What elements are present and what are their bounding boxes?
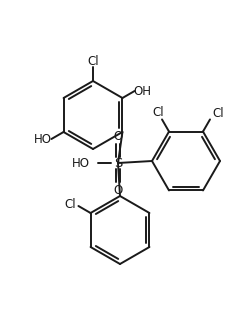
- Text: Cl: Cl: [152, 106, 163, 119]
- Text: HO: HO: [33, 132, 51, 146]
- Text: Cl: Cl: [211, 107, 223, 120]
- Text: HO: HO: [72, 156, 90, 170]
- Text: Cl: Cl: [64, 198, 76, 211]
- Text: OH: OH: [133, 85, 151, 98]
- Text: S: S: [113, 156, 122, 170]
- Text: Cl: Cl: [87, 54, 99, 68]
- Text: O: O: [113, 130, 122, 142]
- Text: O: O: [113, 183, 122, 197]
